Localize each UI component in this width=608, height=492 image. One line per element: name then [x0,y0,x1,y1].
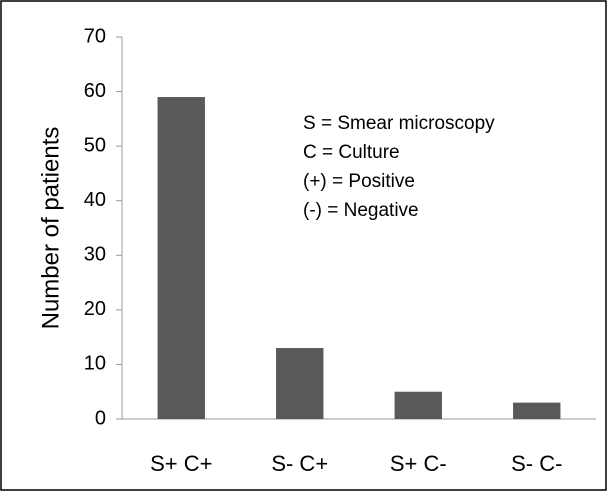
x-tick-label: S+ C+ [150,451,212,476]
annotation: (+) = Positive [303,171,415,192]
annotation: S = Smear microscopy [303,113,495,134]
y-axis-label: Number of patients [37,127,64,330]
bar [394,391,442,419]
bar [513,402,561,419]
y-tick-label: 40 [84,189,106,211]
y-tick-label: 60 [84,80,106,102]
bar [276,348,324,419]
x-tick-label: S- C- [511,451,562,476]
x-tick-label: S+ C- [390,451,447,476]
y-tick-label: 70 [84,25,106,47]
y-tick-label: 50 [84,134,106,156]
annotation: C = Culture [303,142,400,163]
annotation: (-) = Negative [303,200,419,221]
y-tick-label: 30 [84,244,106,266]
x-tick-label: S- C+ [271,451,328,476]
y-tick-label: 10 [84,353,106,375]
y-tick-label: 20 [84,298,106,320]
bar [157,97,205,420]
y-tick-label: 0 [95,407,106,429]
